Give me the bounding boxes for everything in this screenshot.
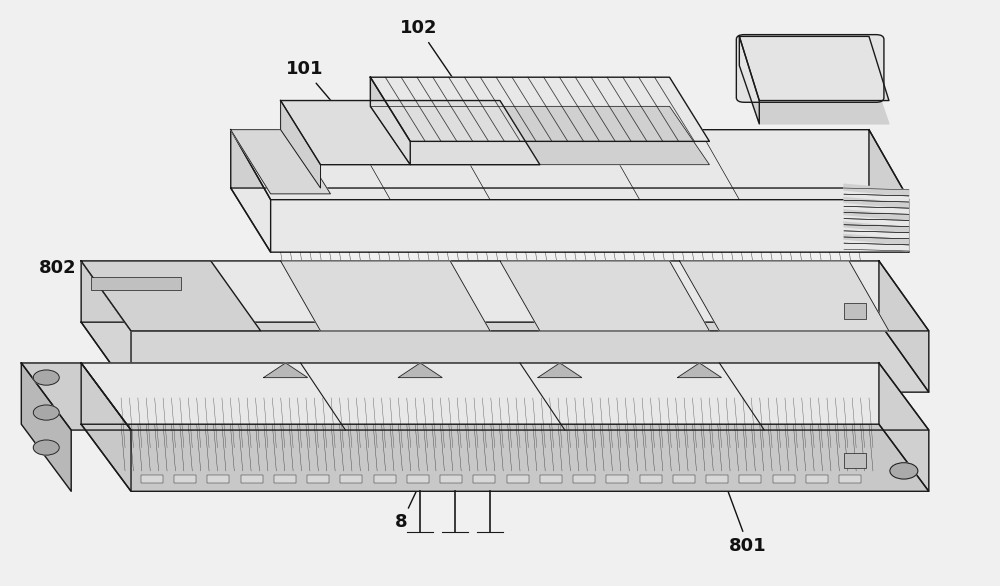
Polygon shape: [844, 203, 909, 214]
Bar: [207, 475, 229, 482]
Bar: [274, 475, 296, 482]
Polygon shape: [81, 363, 929, 430]
Bar: [844, 303, 866, 319]
Polygon shape: [680, 261, 889, 331]
Polygon shape: [281, 101, 320, 188]
Polygon shape: [370, 77, 410, 165]
Polygon shape: [739, 36, 889, 101]
Polygon shape: [844, 196, 909, 208]
Polygon shape: [844, 190, 909, 202]
Text: 8: 8: [395, 432, 444, 532]
Polygon shape: [739, 66, 889, 124]
Circle shape: [33, 440, 59, 455]
Text: 802: 802: [39, 258, 153, 277]
Bar: [540, 475, 562, 482]
Polygon shape: [370, 107, 709, 165]
Circle shape: [33, 405, 59, 420]
Bar: [844, 454, 866, 468]
Polygon shape: [879, 363, 929, 491]
Polygon shape: [21, 363, 131, 430]
Bar: [307, 475, 329, 482]
Polygon shape: [81, 261, 261, 331]
Polygon shape: [844, 233, 909, 245]
Bar: [340, 475, 362, 482]
FancyBboxPatch shape: [736, 35, 884, 103]
Polygon shape: [81, 363, 131, 491]
Circle shape: [33, 370, 59, 385]
Bar: [241, 475, 263, 482]
Polygon shape: [231, 130, 271, 252]
Polygon shape: [81, 322, 929, 392]
Bar: [91, 277, 181, 290]
Polygon shape: [844, 184, 909, 196]
Polygon shape: [81, 261, 929, 331]
Polygon shape: [21, 363, 71, 491]
Bar: [706, 475, 728, 482]
Polygon shape: [231, 188, 909, 252]
Bar: [141, 475, 163, 482]
Polygon shape: [538, 363, 582, 377]
Polygon shape: [500, 261, 709, 331]
Bar: [174, 475, 196, 482]
Polygon shape: [869, 130, 909, 252]
Polygon shape: [370, 77, 709, 141]
Polygon shape: [739, 36, 759, 124]
Bar: [839, 475, 861, 482]
Polygon shape: [281, 101, 540, 165]
Polygon shape: [844, 239, 909, 251]
Bar: [606, 475, 628, 482]
Text: 101: 101: [286, 60, 369, 145]
Bar: [640, 475, 662, 482]
Polygon shape: [81, 261, 131, 392]
Bar: [673, 475, 695, 482]
Polygon shape: [844, 227, 909, 239]
Polygon shape: [844, 215, 909, 227]
Text: 801: 801: [720, 471, 767, 555]
Polygon shape: [81, 424, 929, 491]
Polygon shape: [678, 363, 721, 377]
Polygon shape: [231, 130, 909, 200]
Polygon shape: [398, 363, 442, 377]
Polygon shape: [844, 209, 909, 220]
Bar: [739, 475, 761, 482]
Polygon shape: [231, 130, 330, 194]
Bar: [773, 475, 795, 482]
Bar: [507, 475, 529, 482]
Text: 803: 803: [330, 335, 417, 352]
Bar: [440, 475, 462, 482]
Polygon shape: [264, 363, 308, 377]
Polygon shape: [879, 261, 929, 392]
Bar: [806, 475, 828, 482]
Bar: [473, 475, 495, 482]
Bar: [407, 475, 429, 482]
Bar: [374, 475, 396, 482]
Polygon shape: [844, 221, 909, 233]
Circle shape: [890, 463, 918, 479]
Bar: [573, 475, 595, 482]
Text: 102: 102: [400, 19, 478, 116]
Polygon shape: [281, 261, 490, 331]
